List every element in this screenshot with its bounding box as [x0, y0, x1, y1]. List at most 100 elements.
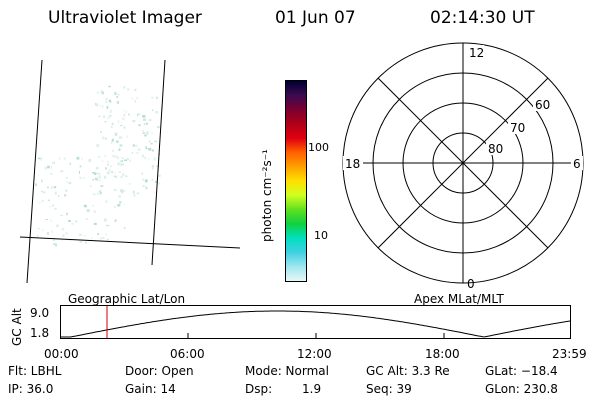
uv-speckle	[106, 238, 109, 241]
uv-speckle	[64, 194, 67, 197]
uv-speckle	[151, 132, 154, 134]
uv-speckle	[121, 173, 125, 176]
uv-speckle	[120, 124, 123, 127]
uv-speckle	[120, 175, 123, 178]
dsp-label: Dsp:	[245, 382, 273, 396]
uv-speckle	[112, 150, 114, 152]
uv-speckle	[58, 157, 61, 160]
uv-speckle	[89, 185, 92, 188]
uv-speckle	[114, 92, 117, 95]
uv-speckle	[102, 105, 104, 108]
uv-speckle	[155, 111, 158, 114]
uv-speckle	[123, 109, 125, 112]
uv-speckle	[106, 224, 108, 227]
uv-speckle	[148, 147, 152, 151]
uv-speckle	[60, 170, 64, 173]
y-tick-1-8: 1.8	[30, 326, 50, 340]
uv-speckle	[131, 152, 133, 154]
uv-speckle	[152, 167, 154, 170]
uv-speckle	[45, 218, 48, 220]
uv-speckle	[104, 175, 107, 179]
uv-speckle	[114, 219, 117, 222]
uv-speckle	[86, 209, 90, 212]
uv-speckle	[68, 181, 72, 185]
gc-alt-info: GC Alt: 3.3 Re	[366, 364, 450, 378]
uv-speckle	[120, 160, 124, 162]
uv-speckle	[119, 148, 121, 151]
uv-speckle	[144, 134, 147, 137]
uv-speckle	[99, 105, 101, 107]
uv-speckle	[75, 220, 77, 223]
uv-speckle	[41, 179, 43, 183]
uv-speckle	[158, 174, 161, 177]
uv-speckle	[38, 202, 41, 204]
uv-speckle	[99, 175, 101, 179]
uv-speckle	[135, 144, 138, 147]
uv-speckle	[117, 100, 120, 104]
uv-speckle	[79, 176, 82, 180]
uv-speckle	[126, 158, 129, 161]
colorbar-unit-label: photon cm⁻²s⁻¹	[260, 149, 274, 242]
uv-speckle	[105, 101, 108, 103]
uv-speckle	[154, 140, 157, 143]
uv-speckle	[125, 110, 127, 113]
label-bg-12	[468, 45, 484, 59]
door-info: Door: Open	[125, 364, 194, 378]
uv-speckle	[144, 179, 148, 183]
uv-speckle	[142, 178, 144, 181]
label-bg-60	[533, 97, 553, 111]
uv-speckle	[49, 206, 51, 208]
colorbar-tick-100: 100	[308, 141, 329, 154]
uv-speckle	[54, 207, 57, 210]
dsp-value: 1.9	[302, 382, 322, 396]
uv-speckle	[156, 165, 160, 167]
x-tick-1800: 18:00	[425, 347, 460, 361]
uv-speckle	[145, 146, 147, 149]
label-bg-70	[508, 120, 528, 134]
uv-speckle	[108, 114, 112, 117]
uv-speckle	[51, 186, 53, 189]
uv-speckle	[123, 86, 125, 89]
uv-speckle	[133, 121, 136, 123]
uv-speckle	[105, 97, 108, 101]
uv-speckle	[116, 96, 119, 98]
uv-speckle	[148, 158, 150, 160]
uv-speckle	[157, 126, 160, 128]
mlt-label-12: 12	[469, 46, 484, 60]
colorbar-tick-10: 10	[314, 229, 328, 242]
uv-speckle	[111, 155, 115, 157]
uv-speckle	[141, 172, 143, 175]
uv-speckle	[71, 223, 74, 225]
uv-speckle	[42, 191, 44, 194]
uv-speckle	[107, 163, 109, 167]
uv-speckle	[132, 144, 135, 147]
uv-speckle	[128, 113, 130, 116]
uv-speckle	[53, 243, 56, 245]
uv-speckle	[98, 179, 101, 182]
uv-speckle	[113, 175, 116, 177]
x-tick-0600: 06:00	[170, 347, 205, 361]
uv-speckle	[142, 115, 146, 118]
uv-speckle	[114, 172, 116, 174]
label-bg-80	[486, 141, 506, 155]
uv-speckle	[108, 99, 112, 102]
uv-speckle	[119, 136, 122, 139]
uv-speckle	[157, 182, 160, 185]
uv-speckle	[56, 224, 59, 228]
mode-info: Mode: Normal	[245, 364, 329, 378]
uv-speckle	[109, 109, 112, 113]
uv-speckle	[66, 212, 68, 216]
uv-speckle	[65, 189, 68, 192]
uv-speckle	[96, 144, 100, 147]
uv-speckle	[153, 191, 155, 193]
uv-speckle	[102, 237, 105, 239]
uv-speckle	[118, 171, 122, 173]
uv-speckle	[76, 156, 80, 160]
uv-speckle	[117, 163, 119, 165]
uv-speckle	[100, 185, 104, 187]
polar-mlt-dial: 12 18 6 0 60 70 80	[342, 42, 584, 290]
uv-speckle	[128, 183, 131, 185]
uv-speckle	[154, 181, 158, 183]
uv-speckle	[143, 118, 146, 121]
uv-speckle	[82, 177, 85, 179]
